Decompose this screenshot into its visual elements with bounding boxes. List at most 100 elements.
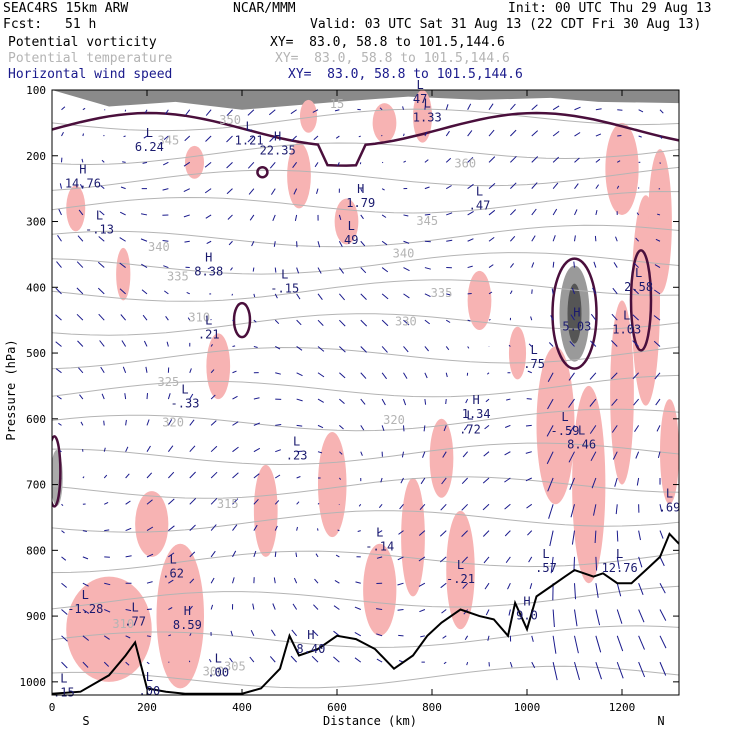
wind-vector <box>339 319 346 327</box>
wind-vector <box>206 240 212 245</box>
wind-vector <box>592 287 597 295</box>
wind-vector <box>439 530 447 537</box>
wind-vector <box>61 635 68 642</box>
theta-contour-label: 340 <box>393 247 415 261</box>
wind-vector <box>208 659 212 663</box>
extremum-kind-label: L <box>542 547 549 561</box>
wind-vector <box>119 237 126 242</box>
wind-vector <box>510 235 516 242</box>
wind-vector <box>168 498 175 505</box>
extremum-kind-label: H <box>357 182 364 196</box>
wind-vector <box>488 318 491 321</box>
pv-contour-ring <box>551 257 598 370</box>
field-xy-pv: XY= 83.0, 58.8 to 101.5,144.6 <box>270 35 505 50</box>
wind-vector <box>403 319 410 326</box>
field-name-wind: Horizontal wind speed <box>8 67 173 82</box>
wind-vector <box>399 503 404 510</box>
wind-vector <box>441 477 447 485</box>
wind-vector <box>657 213 661 216</box>
wind-vector <box>381 214 387 218</box>
wind-vector <box>379 107 383 111</box>
wind-vector <box>439 556 447 563</box>
wind-vector <box>615 504 618 515</box>
extremum-value-label: 8.46 <box>567 437 596 451</box>
theta-contour-label: 320 <box>162 416 184 430</box>
wind-vector <box>594 530 597 544</box>
wind-vector <box>230 267 233 271</box>
theta-contour-line <box>52 166 679 191</box>
wind-vector <box>125 609 132 612</box>
wind-vector <box>509 290 513 295</box>
wind-vector <box>210 394 216 400</box>
wind-vector <box>424 293 431 298</box>
wind-vector <box>418 582 426 587</box>
extremum-value-label: 1.03 <box>612 322 641 336</box>
wind-vector <box>141 289 148 295</box>
extremum-kind-label: L <box>96 208 103 222</box>
wind-vector <box>125 661 130 666</box>
pv-shade-patch <box>508 326 527 380</box>
forecast-hour: 51 h <box>65 17 97 32</box>
wind-vector <box>381 240 388 246</box>
wind-vector <box>146 472 153 479</box>
extremum-kind-label: L <box>281 268 288 282</box>
wind-vector <box>595 133 602 137</box>
wind-vector <box>339 451 343 455</box>
wind-vector <box>531 208 537 216</box>
wind-vector <box>467 238 474 242</box>
wind-vector <box>595 184 600 189</box>
wind-vector <box>293 577 298 584</box>
wind-vector <box>312 630 319 637</box>
wind-vector <box>123 135 126 138</box>
wind-vector <box>424 346 429 352</box>
wind-vector <box>103 661 110 667</box>
wind-vector <box>162 161 169 166</box>
wind-vector <box>403 372 408 379</box>
wind-vector <box>531 262 535 268</box>
wind-vector <box>56 395 62 400</box>
extremum-kind-label: L <box>170 552 177 566</box>
wind-vector <box>232 472 239 479</box>
wind-vector <box>228 240 233 246</box>
wind-vector <box>464 635 469 641</box>
extremum-value-label: 8.38 <box>194 264 223 278</box>
wind-vector <box>659 109 664 114</box>
pv-shade-patch <box>572 385 606 584</box>
wind-vector <box>636 212 640 216</box>
theta-contour-label: 15 <box>330 97 344 111</box>
wind-vector <box>482 530 490 537</box>
wind-vector <box>420 477 426 485</box>
pv-shade-patch <box>116 247 131 301</box>
wind-vector <box>291 135 297 142</box>
wind-vector <box>125 446 129 452</box>
wind-vector <box>168 525 175 531</box>
wind-vector <box>419 609 426 613</box>
wind-vector <box>552 609 555 628</box>
wind-vector <box>635 451 640 459</box>
wind-vector <box>294 214 298 222</box>
y-axis-label: Pressure (hPa) <box>4 339 18 440</box>
wind-vector <box>210 344 213 347</box>
wind-vector <box>487 635 490 641</box>
wind-vector <box>424 213 431 216</box>
wind-vector <box>419 503 426 511</box>
wind-vector <box>397 609 404 611</box>
wind-vector <box>61 609 68 615</box>
theta-contour-line <box>52 224 679 248</box>
wind-vector <box>574 183 579 189</box>
extremum-kind-label: L <box>132 600 139 614</box>
wind-vector <box>488 129 495 137</box>
wind-vector <box>397 582 404 586</box>
wind-vector <box>55 341 62 347</box>
wind-vector <box>595 583 599 598</box>
organization: NCAR/MMM <box>233 1 296 16</box>
wind-vector <box>119 211 126 216</box>
wind-vector <box>184 135 191 142</box>
wind-vector <box>510 155 517 163</box>
wind-vector <box>465 398 469 404</box>
wind-vector <box>226 161 233 169</box>
wind-vector <box>549 530 554 547</box>
wind-vector <box>296 398 303 402</box>
wind-vector <box>552 131 560 137</box>
wind-vector <box>570 504 575 518</box>
